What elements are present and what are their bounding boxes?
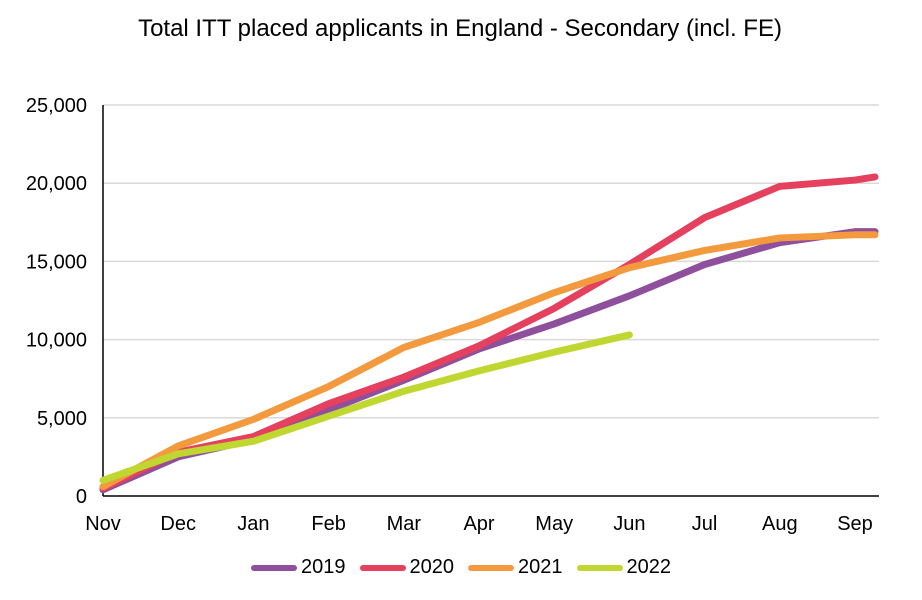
legend-swatch xyxy=(359,564,406,571)
legend-label: 2021 xyxy=(518,556,563,578)
x-tick-label: Feb xyxy=(311,513,345,535)
y-tick-label: 5,000 xyxy=(37,408,87,430)
legend-label: 2022 xyxy=(626,556,672,578)
legend-item-2020: 2020 xyxy=(359,556,455,579)
legend: 2019 2020 2021 2022 xyxy=(0,556,922,579)
y-tick-label: 10,000 xyxy=(26,330,87,352)
x-tick-label: Jun xyxy=(613,513,645,535)
x-tick-label: Jul xyxy=(692,513,718,535)
legend-item-2019: 2019 xyxy=(251,556,346,579)
legend-item-2021: 2021 xyxy=(468,556,563,579)
chart-title: Total ITT placed applicants in England -… xyxy=(138,15,782,42)
legend-swatch xyxy=(251,564,297,571)
x-tick-label: Aug xyxy=(762,513,798,535)
x-tick-label: Sep xyxy=(837,513,873,535)
series-line-2019 xyxy=(99,228,879,494)
legend-label: 2019 xyxy=(301,556,346,578)
x-tick-label: Dec xyxy=(160,513,196,535)
x-tick-label: Mar xyxy=(387,513,422,535)
x-tick-label: Apr xyxy=(463,513,494,535)
legend-label: 2020 xyxy=(409,556,455,578)
legend-swatch xyxy=(468,564,514,571)
series-line-2021 xyxy=(99,231,879,491)
series-line-2020 xyxy=(99,173,879,492)
x-tick-label: Nov xyxy=(85,513,121,535)
legend-item-2022: 2022 xyxy=(576,556,672,579)
y-tick-label: 25,000 xyxy=(26,95,87,117)
y-tick-label: 20,000 xyxy=(26,173,87,195)
y-tick-label: 15,000 xyxy=(26,251,87,273)
series-line-2022 xyxy=(99,331,633,484)
y-tick-label: 0 xyxy=(76,486,87,508)
x-tick-label: May xyxy=(535,513,573,535)
x-tick-label: Jan xyxy=(237,513,269,535)
legend-swatch xyxy=(576,564,623,571)
